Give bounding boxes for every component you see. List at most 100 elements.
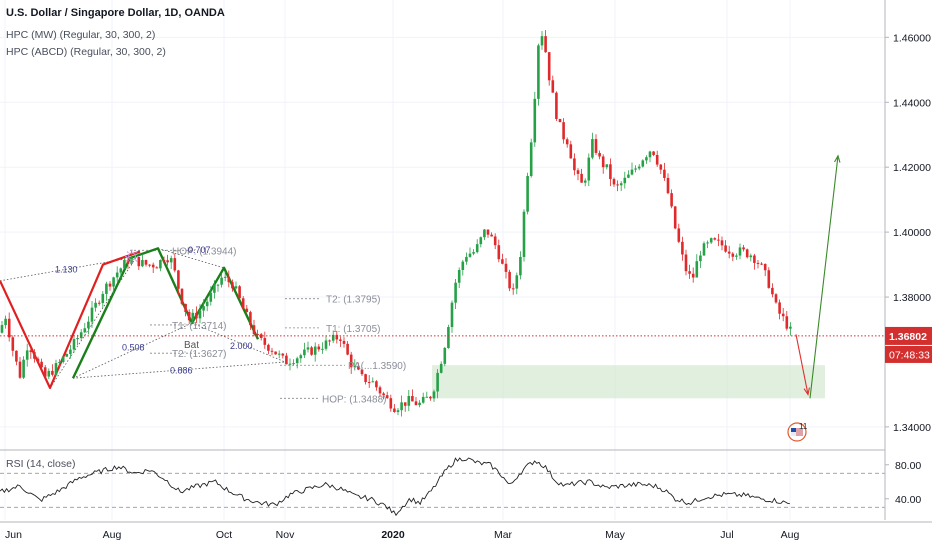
candle-body [126, 260, 130, 264]
pattern-overlay [0, 154, 841, 399]
time-tick-label: Jun [5, 529, 22, 541]
candle-body [94, 302, 97, 308]
candle-body [619, 183, 623, 186]
candle-body [51, 370, 54, 375]
candle-body [641, 160, 645, 167]
candle-body [97, 302, 101, 304]
candle-body [634, 168, 637, 170]
candle-body [105, 283, 108, 294]
candle-body [407, 396, 411, 406]
pattern-red-line [0, 250, 141, 390]
candle-body [274, 351, 277, 355]
candle-body [688, 271, 691, 274]
candle-body [490, 234, 493, 237]
t2-bat-label: T2: (1.3627) [172, 349, 226, 360]
candle-body [443, 347, 447, 364]
candle-body [447, 327, 450, 348]
candle-body [256, 334, 259, 336]
candle-body [234, 286, 238, 289]
candle-body [321, 348, 324, 350]
candle-body [22, 359, 25, 378]
candle-body [252, 325, 256, 335]
countdown-value: 07:48:33 [889, 349, 930, 361]
candle-body [673, 206, 677, 229]
t1-bat-label: T1: (1.3714) [172, 321, 226, 332]
candle-body [382, 393, 385, 396]
candle-body [36, 358, 40, 362]
candle-body [537, 45, 540, 99]
candle-body [292, 363, 295, 365]
last-price-tag [885, 326, 932, 345]
time-axis[interactable]: Jun Aug Oct Nov 2020 Mar May Jul Aug [0, 521, 932, 541]
indicator-hpc-mw[interactable]: HPC (MW) (Regular, 30, 300, 2) [6, 29, 156, 41]
candle-body [421, 396, 425, 403]
candle-body [159, 259, 162, 269]
candle-body [558, 118, 562, 123]
candle-body [317, 346, 321, 350]
time-tick-label: Aug [103, 529, 122, 541]
candle-body [591, 139, 594, 158]
bat-label: Bat [184, 340, 199, 351]
candle-body [544, 36, 547, 53]
candle-body [198, 310, 202, 319]
pattern-marker-ray [126, 251, 129, 254]
candle-body [148, 264, 151, 266]
candle-body [735, 255, 738, 257]
candle-body [497, 245, 501, 260]
candle-body [195, 312, 198, 319]
candle-body [11, 337, 15, 351]
candle-body [403, 402, 407, 406]
candle-body [504, 263, 508, 272]
candle-body [259, 334, 263, 339]
pattern-guide [72, 361, 286, 379]
candle-body [691, 273, 695, 278]
candle-body [119, 268, 123, 273]
pattern-marker-ray [135, 259, 138, 262]
flag-icon [791, 428, 803, 436]
candle-body [461, 261, 465, 270]
candle-body [61, 356, 65, 363]
candle-body [684, 254, 688, 272]
candle-body [551, 80, 555, 93]
candle-body [227, 276, 231, 283]
candle-body [555, 92, 558, 119]
candle-body [695, 261, 699, 278]
candle-body [371, 381, 375, 383]
price-axis[interactable]: 1.46000 1.44000 1.42000 1.40000 1.38000 1.340… [884, 0, 932, 520]
candle-body [47, 370, 51, 377]
candle-body [436, 372, 439, 392]
rsi-legend[interactable]: RSI (14, close) [6, 458, 76, 470]
candle-body [151, 264, 155, 268]
candle-body [328, 340, 331, 342]
candle-body [396, 410, 400, 412]
time-tick-label: 2020 [381, 529, 405, 541]
candle-body [745, 249, 749, 258]
candle-body [123, 260, 126, 269]
t1-label: T1: (1.3705) [326, 324, 380, 335]
candle-body [637, 166, 641, 169]
candle-body [281, 353, 285, 356]
candle-body [562, 122, 565, 140]
candle-body [493, 236, 497, 246]
candle-body [43, 367, 47, 377]
candle-body [335, 334, 339, 340]
candle-body [706, 242, 709, 244]
candle-body [223, 276, 227, 278]
candle-body [702, 243, 706, 256]
pattern-guide [191, 322, 286, 363]
candle-body [339, 339, 342, 341]
candle-body [519, 256, 522, 276]
candle-body [573, 158, 576, 171]
indicator-hpc-abcd[interactable]: HPC (ABCD) (Regular, 30, 300, 2) [6, 46, 166, 58]
candle-body [778, 302, 781, 314]
pattern-guide [49, 251, 141, 389]
candle-body [454, 282, 457, 303]
candle-body [565, 139, 569, 145]
candle-body [699, 255, 702, 262]
candle-body [501, 259, 504, 264]
countdown-tag [885, 345, 932, 363]
last-price-value: 1.36802 [889, 331, 927, 343]
candle-body [310, 347, 313, 355]
event-badge-count: 11 [799, 422, 808, 431]
